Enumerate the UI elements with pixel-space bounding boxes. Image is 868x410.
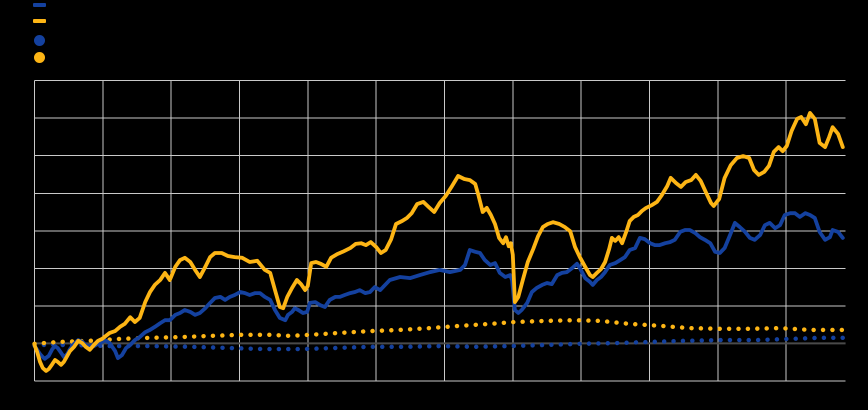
chart-legend <box>0 0 120 70</box>
legend-orange-dot-marker-swatch <box>34 52 45 63</box>
series-dotted-blue <box>32 335 845 352</box>
series-dotted-orange <box>32 318 845 346</box>
legend-blue-dot-marker-swatch <box>34 35 45 46</box>
series-solid-orange <box>32 111 845 373</box>
legend-solid-blue-line-swatch <box>33 3 46 7</box>
legend-solid-orange-line-swatch <box>33 19 46 23</box>
series-solid-blue <box>32 211 845 361</box>
